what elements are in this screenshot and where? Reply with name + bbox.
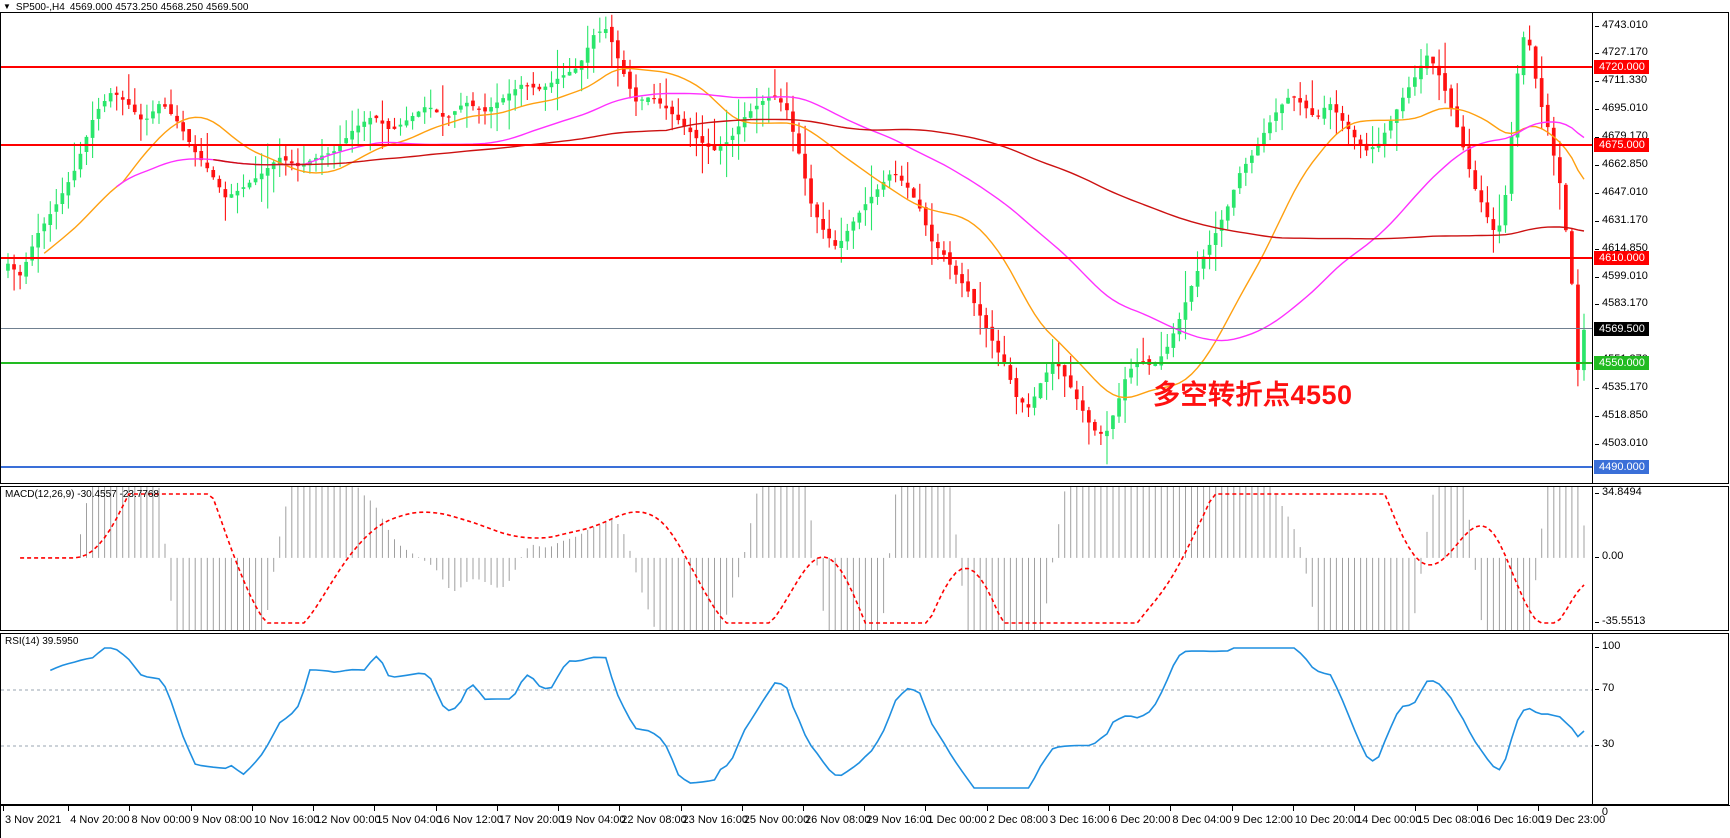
time-axis[interactable]: 3 Nov 2021 4 Nov 20:00 8 Nov 00:00 9 Nov 08…	[0, 805, 1730, 838]
time-axis-label: 26 Nov 08:00	[805, 814, 871, 826]
time-tick	[558, 805, 560, 811]
time-axis-label: 10 Dec 20:00	[1294, 814, 1361, 826]
macd-plot-area[interactable]: MACD(12,26,9) -30.4557 -23.7768	[1, 487, 1592, 630]
time-tick	[741, 805, 743, 811]
time-axis-label: 25 Nov 00:00	[743, 814, 810, 826]
rsi-panel[interactable]: RSI(14) 39.5950 100 70 30	[0, 633, 1729, 805]
time-axis-label: 15 Nov 04:00	[376, 814, 442, 826]
macd-panel[interactable]: MACD(12,26,9) -30.4557 -23.7768 34.8494 0…	[0, 486, 1729, 631]
macd-label: MACD(12,26,9) -30.4557 -23.7768	[5, 489, 159, 500]
level-line-4720	[1, 65, 1592, 68]
time-tick	[864, 805, 866, 811]
rsi-label: RSI(14) 39.5950	[5, 636, 79, 647]
price-badge-last-price-4569[interactable]: 4569.500	[1594, 321, 1649, 336]
macd-series	[20, 487, 1585, 630]
rsi-series	[1, 647, 1592, 789]
time-axis-label: 3 Nov 2021	[5, 814, 62, 826]
time-tick	[374, 805, 376, 811]
price-plot-area[interactable]: 多空转折点4550	[1, 13, 1592, 483]
time-tick	[986, 805, 988, 811]
time-axis-line	[1, 805, 1730, 806]
time-tick	[435, 805, 437, 811]
time-tick	[1537, 805, 1539, 811]
price-candlesticks	[6, 14, 1586, 465]
price-axis[interactable]: 4743.010 4727.170 4711.330 4695.010 4679.170…	[1592, 13, 1728, 483]
time-tick	[1354, 805, 1356, 811]
time-axis-label: 9 Dec 12:00	[1233, 814, 1293, 826]
time-axis-label: 3 Dec 16:00	[1049, 814, 1110, 826]
macd-axis[interactable]: 34.8494 0.00 -35.5513	[1592, 486, 1728, 630]
time-tick	[619, 805, 621, 811]
annotation-text: 多空转折点4550	[1153, 380, 1353, 411]
ohlc-values: 4569.000 4573.250 4568.250 4569.500	[69, 1, 249, 13]
time-axis-corner-value: 0	[1601, 806, 1608, 818]
time-axis-label: 8 Dec 04:00	[1172, 814, 1232, 826]
time-axis-label: 12 Nov 00:00	[315, 814, 381, 826]
time-axis-label: 8 Nov 00:00	[131, 814, 191, 826]
time-tick	[1109, 805, 1111, 811]
level-line-4610	[1, 257, 1592, 260]
price-badge-support-4490[interactable]: 4490.000	[1594, 460, 1649, 475]
chart-header: ▼ SP500-,H4 4569.000 4573.250 4568.250 4…	[0, 0, 1730, 14]
time-axis-label: 16 Dec 16:00	[1478, 814, 1544, 826]
time-axis-label: 1 Dec 00:00	[927, 814, 987, 826]
time-axis-label: 2 Dec 08:00	[988, 814, 1049, 826]
time-tick	[68, 805, 70, 811]
time-axis-label: 23 Nov 16:00	[682, 814, 748, 826]
rsi-plot-area[interactable]: RSI(14) 39.5950	[1, 634, 1592, 804]
time-axis-label: 6 Dec 20:00	[1111, 814, 1171, 826]
price-panel[interactable]: 多空转折点4550 4743.010 4727.170 4711.330 4695.0…	[0, 12, 1729, 484]
level-line-4490	[1, 466, 1592, 469]
time-axis-label: 10 Nov 16:00	[253, 814, 320, 826]
price-badge-support-4550[interactable]: 4550.000	[1594, 355, 1649, 370]
time-tick	[1292, 805, 1294, 811]
symbol-label: SP500-,H4	[15, 1, 65, 13]
triangle-down-icon[interactable]: ▼	[3, 2, 11, 11]
level-line-4569	[1, 327, 1592, 329]
time-tick	[925, 805, 927, 811]
time-axis-label: 29 Nov 16:00	[866, 814, 932, 826]
level-line-4550	[1, 361, 1592, 364]
time-tick	[680, 805, 682, 811]
time-tick	[190, 805, 192, 811]
time-tick	[1476, 805, 1478, 811]
time-tick	[803, 805, 804, 811]
time-axis-label: 4 Nov 20:00	[70, 814, 130, 826]
time-tick	[3, 805, 4, 811]
time-tick	[129, 805, 131, 811]
time-axis-label: 22 Nov 08:00	[621, 814, 687, 826]
price-badge-resistance-4610[interactable]: 4610.000	[1594, 251, 1649, 266]
time-tick	[313, 805, 315, 811]
time-axis-label: 15 Dec 08:00	[1417, 814, 1483, 826]
price-badge-resistance-4675[interactable]: 4675.000	[1594, 138, 1649, 153]
time-axis-label: 14 Dec 00:00	[1356, 814, 1422, 826]
time-axis-label: 17 Nov 20:00	[498, 814, 565, 826]
level-line-4675	[1, 144, 1592, 147]
time-axis-label: 19 Nov 04:00	[560, 814, 626, 826]
time-tick	[251, 805, 253, 811]
time-tick	[496, 805, 498, 811]
time-axis-label: 9 Nov 08:00	[192, 814, 253, 826]
time-tick	[1047, 805, 1049, 811]
price-badge-resistance-4720[interactable]: 4720.000	[1594, 59, 1649, 74]
time-axis-label: 19 Dec 23:00	[1539, 814, 1606, 826]
time-tick	[1170, 805, 1172, 811]
time-tick	[1415, 805, 1417, 811]
rsi-axis[interactable]: 100 70 30	[1592, 634, 1728, 804]
time-axis-label: 16 Nov 12:00	[437, 814, 504, 826]
time-tick	[1231, 805, 1233, 811]
